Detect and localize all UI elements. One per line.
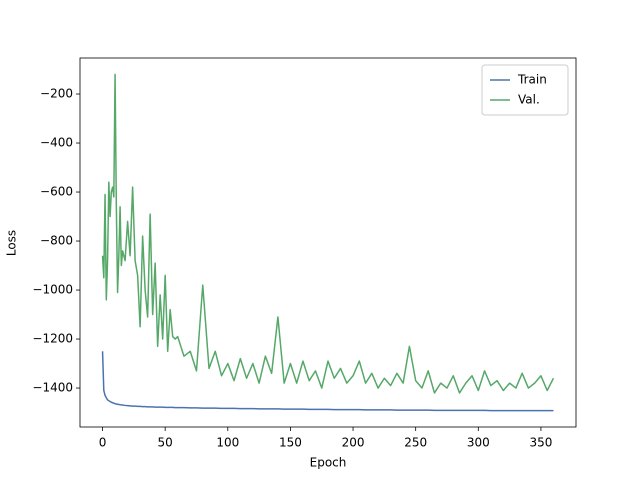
y-tick-label: −1000 — [32, 283, 73, 297]
y-tick-label: −600 — [40, 185, 73, 199]
x-tick-label: 0 — [99, 436, 107, 450]
legend-label: Train — [517, 73, 547, 87]
y-tick-label: −800 — [40, 234, 73, 248]
x-tick-label: 350 — [529, 436, 552, 450]
line-series — [101, 351, 554, 412]
plot-frame — [79, 57, 577, 428]
x-tick-label: 100 — [216, 436, 239, 450]
y-axis-label: Loss — [5, 230, 19, 256]
x-tick-label: 200 — [342, 436, 365, 450]
legend-box — [481, 64, 569, 116]
y-tick-label: −1200 — [32, 332, 73, 346]
x-tick-label: 250 — [404, 436, 427, 450]
y-tick-label: −1400 — [32, 381, 73, 395]
y-tick-label: −400 — [40, 136, 73, 150]
line-series — [101, 73, 555, 394]
x-tick-label: 300 — [467, 436, 490, 450]
x-axis-label: Epoch — [310, 456, 347, 470]
legend-label: Val. — [518, 93, 540, 107]
x-tick-label: 50 — [158, 436, 173, 450]
y-tick-label: −200 — [40, 87, 73, 101]
x-tick-label: 150 — [279, 436, 302, 450]
